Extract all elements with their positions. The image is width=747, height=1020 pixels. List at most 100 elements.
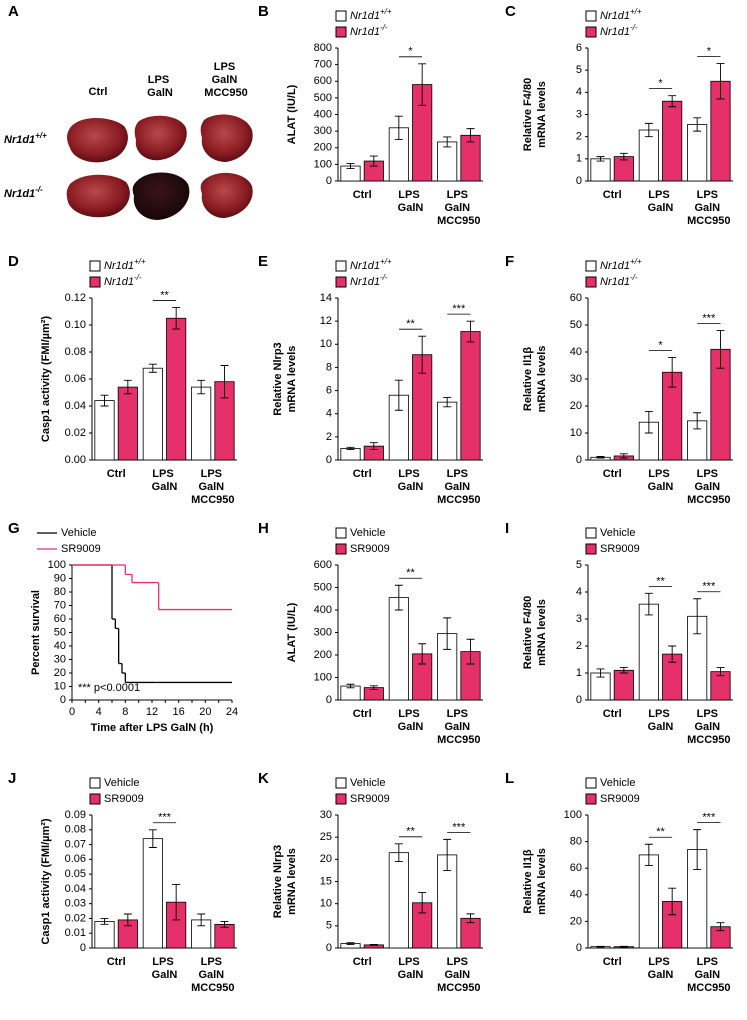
x-tick-label: Ctrl [353, 708, 372, 720]
bar [638, 854, 659, 949]
panel-letter: G [8, 520, 20, 537]
significance-label: *** [702, 581, 716, 593]
column-label: LPS GalN [147, 74, 173, 99]
legend-swatch [335, 777, 347, 789]
error-bar [716, 922, 725, 932]
y-tick-label: 6 [576, 42, 582, 54]
y-tick-label: 40 [54, 640, 66, 652]
y-tick-label: 30 [54, 653, 66, 665]
legend-label: Vehicle [350, 777, 385, 789]
legend-label: Nr1d1+/+ [350, 257, 392, 272]
y-tick-label: 0.03 [65, 898, 86, 910]
x-tick-label: LPS GalN MCC950 [437, 956, 480, 994]
y-tick-label: 1 [576, 153, 582, 165]
y-tick-label: 6 [326, 384, 332, 396]
legend-swatch [585, 543, 597, 555]
error-bar [100, 917, 109, 925]
y-tick-label: 0.02 [65, 427, 86, 439]
bar [638, 129, 659, 182]
error-bar [418, 63, 427, 106]
y-tick-label: 0 [326, 942, 332, 954]
y-tick-label: 0.02 [65, 912, 86, 924]
x-tick-label: 4 [96, 706, 102, 718]
x-tick-label: 20 [199, 706, 211, 718]
x-tick-label: LPS GalN MCC950 [191, 468, 234, 506]
bar [117, 386, 138, 461]
bar [687, 124, 708, 182]
x-tick-label: 8 [122, 706, 128, 718]
y-tick-label: 0 [576, 694, 582, 706]
panel-letter: D [8, 253, 19, 270]
x-tick-label: 0 [69, 706, 75, 718]
y-axis-label: mRNA levels [286, 848, 298, 915]
y-axis-label: mRNA levels [536, 346, 548, 413]
legend-label: Nr1d1+/+ [104, 257, 146, 272]
error-bar [668, 95, 677, 108]
y-tick-label: 5 [326, 920, 332, 932]
error-bar [346, 683, 355, 689]
error-bar [394, 584, 403, 611]
y-tick-label: 100 [314, 158, 332, 170]
bar [94, 921, 115, 949]
legend-swatch [335, 527, 347, 539]
y-axis-label: Percent survival [30, 590, 42, 675]
y-tick-label: 20 [54, 667, 66, 679]
annotation: *** p<0.0001 [78, 682, 140, 694]
x-tick-label: Ctrl [603, 468, 622, 480]
x-tick-label: Ctrl [107, 468, 126, 480]
error-bar [369, 442, 378, 451]
error-bar [596, 156, 605, 162]
y-tick-label: 1 [576, 667, 582, 679]
error-bar [716, 63, 725, 100]
legend-label: Vehicle [600, 527, 635, 539]
error-bar [466, 913, 475, 924]
y-tick-label: 500 [314, 581, 332, 593]
error-bar [644, 843, 653, 866]
y-tick-label: 12 [320, 315, 332, 327]
x-tick-label: 16 [173, 706, 185, 718]
error-bar [443, 136, 452, 148]
y-tick-label: 20 [570, 400, 582, 412]
y-tick-label: 60 [570, 292, 582, 304]
y-tick-label: 2 [326, 431, 332, 443]
y-tick-label: 0.04 [65, 400, 86, 412]
y-tick-label: 10 [320, 898, 332, 910]
error-bar [716, 667, 725, 677]
legend-label: Nr1d1+/+ [600, 257, 642, 272]
y-tick-label: 3 [576, 613, 582, 625]
error-bar [346, 163, 355, 169]
y-axis-label: Relative F4/80 [522, 78, 534, 151]
panel-letter: J [8, 770, 16, 787]
significance-label: * [658, 78, 663, 90]
legend-swatch [585, 26, 597, 38]
legend-label: Nr1d1-/- [600, 23, 638, 38]
error-bar [693, 829, 702, 870]
y-tick-label: 0.04 [65, 883, 86, 895]
legend-label: Nr1d1+/+ [350, 7, 392, 22]
y-tick-label: 15 [320, 875, 332, 887]
y-tick-label: 0 [80, 942, 86, 954]
error-bar [346, 942, 355, 945]
liver-photo [66, 174, 130, 218]
y-tick-label: 0 [326, 175, 332, 187]
error-bar [394, 843, 403, 862]
significance-label: *** [702, 312, 716, 324]
significance-label: ** [656, 575, 665, 587]
bar [214, 923, 235, 949]
x-tick-label: LPS GalN MCC950 [687, 189, 730, 227]
error-bar [466, 320, 475, 343]
legend-swatch [585, 527, 597, 539]
y-axis-label: Relative Il1β [522, 347, 534, 411]
y-tick-label: 5 [576, 559, 582, 571]
error-bar [172, 307, 181, 330]
legend-label: SR9009 [61, 543, 101, 555]
y-tick-label: 20 [570, 915, 582, 927]
y-axis-label: ALAT (IU/L) [286, 602, 298, 662]
panel-letter: I [505, 520, 509, 537]
legend-swatch [89, 793, 101, 805]
y-axis-label: mRNA levels [536, 81, 548, 148]
error-bar [369, 155, 378, 167]
legend-label: SR9009 [600, 543, 640, 555]
y-tick-label: 20 [320, 853, 332, 865]
legend-label: Nr1d1-/- [104, 273, 142, 288]
